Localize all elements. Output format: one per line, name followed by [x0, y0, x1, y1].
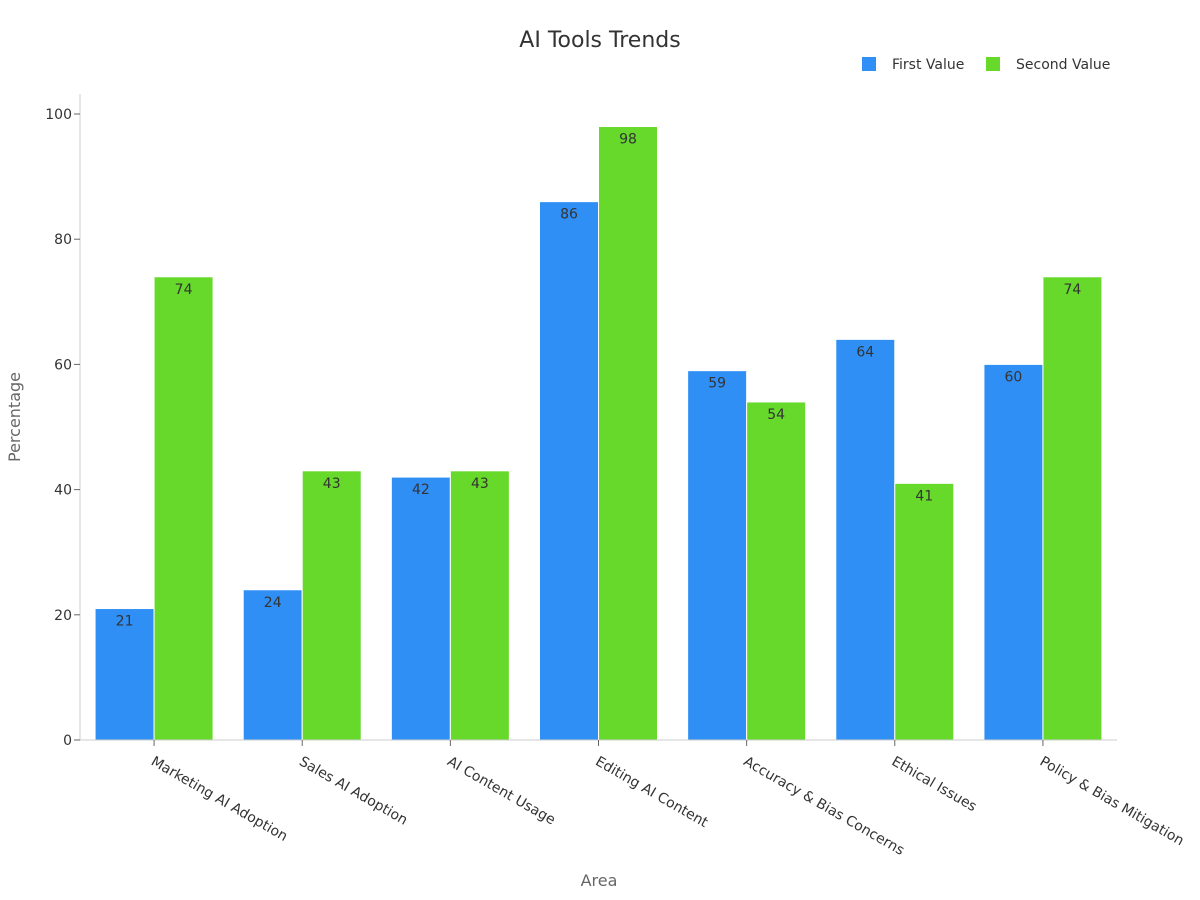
bar-first-value[interactable]: 21: [94, 608, 155, 741]
bar-value-label: 86: [560, 207, 578, 223]
bar-first-value[interactable]: 86: [539, 201, 599, 741]
bar-second-value[interactable]: 74: [153, 276, 214, 741]
bar-value-label: 64: [856, 344, 874, 360]
chart-title: AI Tools Trends: [519, 28, 680, 53]
bar-second-value[interactable]: 43: [301, 470, 362, 741]
bar-value-label: 21: [116, 614, 134, 630]
bar-second-value[interactable]: 54: [746, 401, 807, 741]
bar-first-value[interactable]: 64: [835, 338, 896, 741]
bar-value-label: 59: [708, 376, 726, 392]
bars: 21 74 24 43 42 43 86 98 59 54 64 41 60 74: [94, 126, 1103, 741]
y-axis: 0 20 40 60 80 100: [45, 94, 81, 749]
bar-second-value[interactable]: 43: [449, 470, 510, 741]
bar-value-label: 42: [412, 482, 430, 498]
x-tick-label: Policy & Bias Mitigation: [1037, 754, 1187, 850]
y-tick-label: 60: [54, 357, 72, 373]
bar-value-label: 43: [471, 476, 489, 492]
bar-value-label: 43: [323, 476, 341, 492]
bar-value-label: 54: [767, 407, 785, 423]
x-tick-label: Editing AI Content: [593, 754, 711, 832]
bar-value-label: 74: [1064, 282, 1082, 298]
x-axis-title: Area: [581, 871, 618, 890]
bar-value-label: 98: [619, 132, 637, 148]
legend-label: First Value: [892, 57, 964, 73]
bar-first-value[interactable]: 24: [242, 589, 303, 741]
y-tick-label: 20: [54, 608, 72, 624]
x-tick-label: Marketing AI Adoption: [148, 754, 290, 845]
x-axis: Marketing AI Adoption Sales AI Adoption AI…: [80, 739, 1187, 859]
legend-label: Second Value: [1016, 57, 1110, 73]
y-tick-label: 40: [54, 483, 72, 499]
y-tick-label: 100: [45, 107, 72, 123]
x-tick-label: AI Content Usage: [444, 754, 558, 829]
y-axis-title: Percentage: [5, 372, 24, 462]
bar-value-label: 41: [915, 488, 933, 504]
x-tick-label: Ethical Issues: [889, 754, 979, 815]
bar-second-value[interactable]: 41: [894, 482, 955, 741]
legend-swatch: [862, 57, 876, 71]
bar-second-value[interactable]: 98: [598, 126, 658, 741]
x-tick-label: Accuracy & Bias Concerns: [741, 754, 907, 859]
x-tick-label: Sales AI Adoption: [296, 754, 410, 829]
bar-value-label: 60: [1005, 369, 1023, 385]
legend: First Value Second Value: [862, 57, 1110, 73]
y-tick-label: 0: [63, 733, 72, 749]
bar-value-label: 74: [175, 282, 193, 298]
bar-first-value[interactable]: 60: [983, 363, 1044, 741]
bar-second-value[interactable]: 74: [1042, 276, 1103, 741]
y-tick-label: 80: [54, 232, 72, 248]
legend-swatch: [986, 57, 1000, 71]
legend-item-second-value[interactable]: Second Value: [986, 57, 1110, 73]
bar-first-value[interactable]: 42: [390, 476, 451, 741]
bar-first-value[interactable]: 59: [687, 370, 748, 741]
bar-value-label: 24: [264, 595, 282, 611]
legend-item-first-value[interactable]: First Value: [862, 57, 964, 73]
